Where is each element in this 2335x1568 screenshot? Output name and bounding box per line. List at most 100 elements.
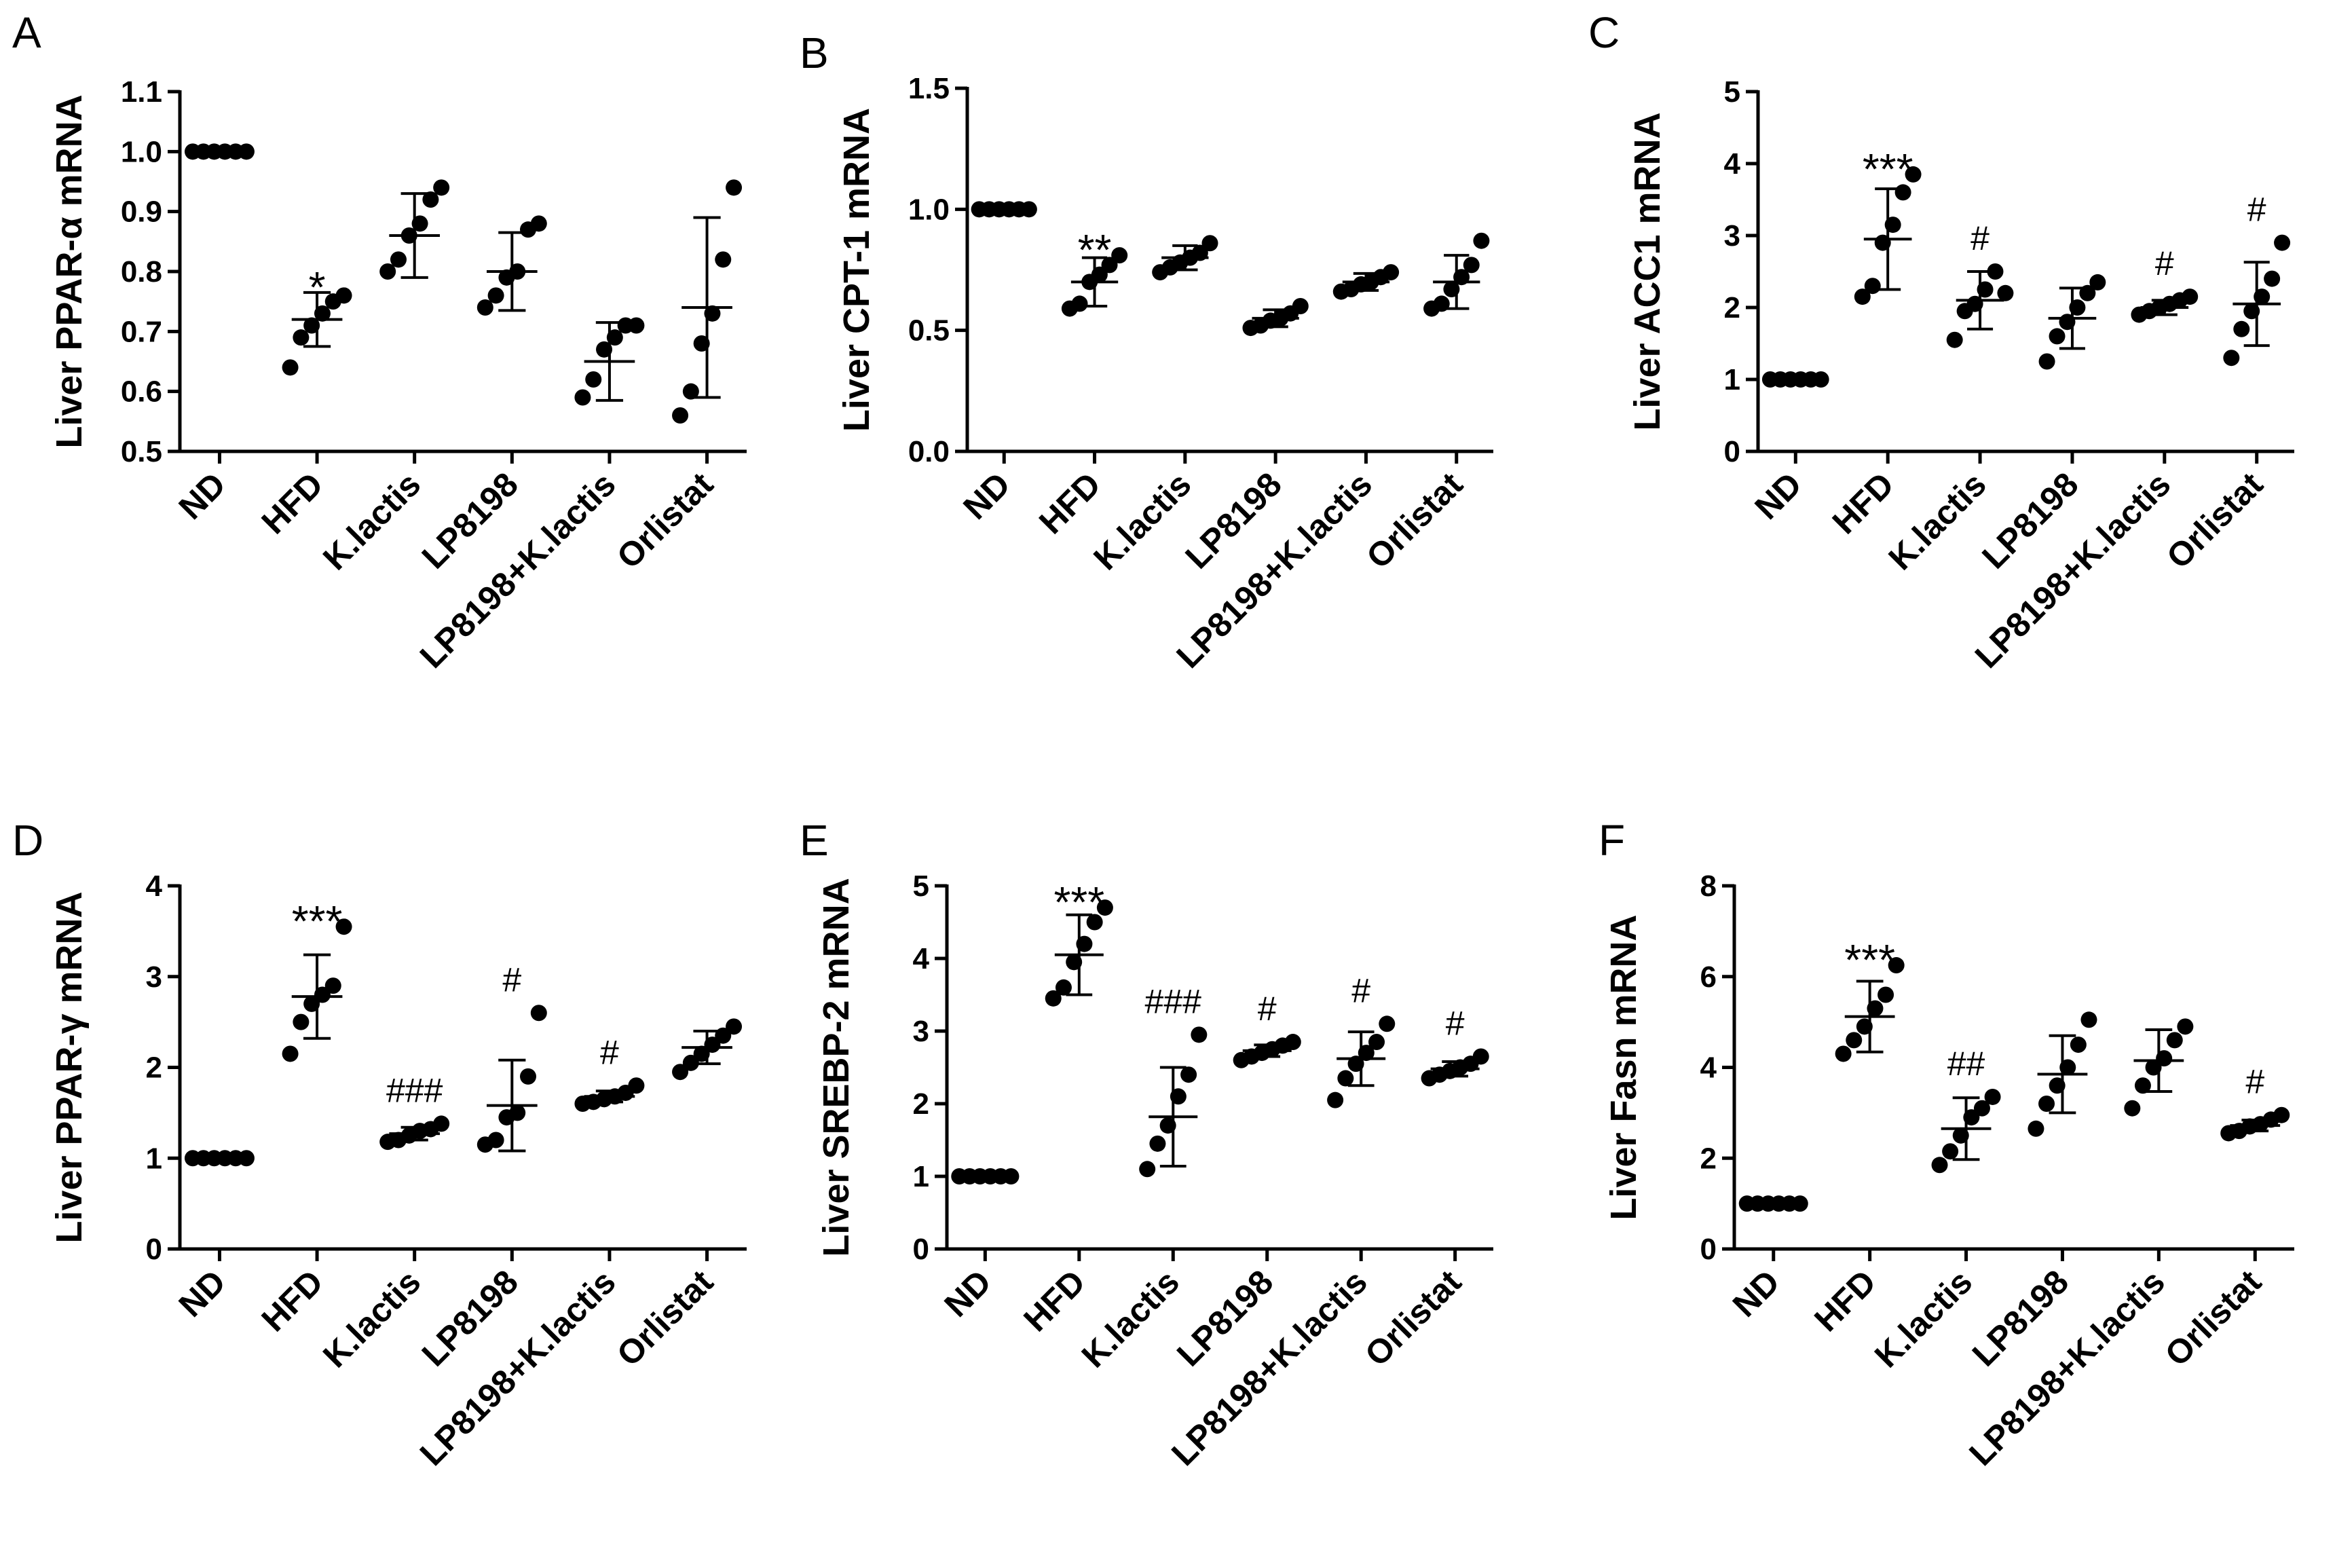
data-point <box>1071 295 1088 312</box>
x-tick-label: Orlistat <box>610 465 721 576</box>
y-tick-label: 0.9 <box>121 195 162 229</box>
x-tick-label: Orlistat <box>2159 465 2271 576</box>
data-point <box>1942 1143 1959 1160</box>
data-point <box>726 1018 743 1035</box>
x-tick-label: ND <box>956 465 1017 527</box>
panel-e: E Liver SREBP-2 mRNA 0 1 2 3 4 5 ND HFD *** K.lacti… <box>800 816 1493 1473</box>
x-tick-label: ND <box>1725 1263 1787 1324</box>
x-tick-label: ND <box>172 465 234 527</box>
data-point <box>390 251 407 268</box>
data-point <box>530 1005 547 1022</box>
y-tick-label: 2 <box>1700 1142 1717 1175</box>
data-point <box>1997 284 2014 301</box>
y-tick-label: 0.5 <box>908 314 950 348</box>
data-point <box>1201 235 1218 252</box>
x-tick-label: K.lactis <box>1075 1263 1187 1375</box>
data-point <box>293 329 310 346</box>
x-tick-label: HFD <box>1807 1263 1883 1339</box>
y-tick-label: 1 <box>913 1160 929 1193</box>
data-point <box>2070 1037 2087 1053</box>
y-tick-label: 0.8 <box>121 255 162 288</box>
data-point <box>2028 1120 2044 1137</box>
data-point <box>715 251 732 268</box>
data-point <box>238 1150 255 1167</box>
data-point <box>672 407 689 424</box>
data-point <box>238 143 255 160</box>
data-point <box>726 179 743 196</box>
data-point <box>282 359 299 376</box>
data-point <box>520 1068 537 1085</box>
y-tick-label: 0 <box>1700 1233 1717 1266</box>
data-point <box>433 1115 450 1132</box>
data-point <box>1791 1195 1808 1212</box>
x-tick-label: Orlistat <box>1358 1263 1469 1374</box>
data-point <box>433 179 450 196</box>
y-tick-label: 1 <box>1724 363 1740 396</box>
x-tick-label: HFD <box>1016 1263 1092 1339</box>
data-point <box>1020 201 1037 218</box>
data-point <box>1191 1026 1208 1043</box>
data-point <box>1878 986 1894 1003</box>
data-point <box>1987 263 2004 280</box>
y-tick-label: 1.1 <box>121 75 162 109</box>
data-point <box>1931 1157 1948 1174</box>
data-point <box>628 317 645 334</box>
significance-annotation: # <box>2245 1063 2264 1101</box>
x-tick-label: HFD <box>255 1263 331 1339</box>
panel-letter: E <box>800 816 829 865</box>
data-point <box>1139 1161 1156 1178</box>
significance-annotation: * <box>309 263 326 312</box>
data-point <box>2274 234 2291 251</box>
data-point <box>2124 1100 2141 1117</box>
data-point <box>1812 371 1829 388</box>
data-point <box>335 918 352 935</box>
y-tick-label: 6 <box>1700 960 1717 994</box>
data-point <box>1472 1048 1489 1065</box>
y-tick-label: 1 <box>146 1142 162 1175</box>
data-point <box>2264 270 2281 287</box>
significance-annotation: # <box>600 1033 619 1071</box>
x-tick-label: K.lactis <box>1086 465 1198 577</box>
significance-annotation: # <box>1258 990 1277 1028</box>
data-point <box>1368 1034 1385 1051</box>
y-tick-label: 1.0 <box>908 193 950 226</box>
data-point <box>1111 247 1128 264</box>
y-tick-label: 0.0 <box>908 435 950 468</box>
data-point <box>422 191 439 208</box>
x-tick-label: ND <box>172 1263 234 1324</box>
y-tick-label: 8 <box>1700 870 1717 903</box>
panel-letter: D <box>12 816 43 865</box>
x-tick-label: K.lactis <box>316 1263 428 1375</box>
significance-annotation: # <box>2155 244 2174 282</box>
data-point <box>1835 1045 1852 1062</box>
data-point <box>324 977 341 994</box>
data-point <box>2089 274 2106 291</box>
x-tick-label: K.lactis <box>316 465 428 577</box>
y-axis-label: Liver SREBP-2 mRNA <box>816 878 857 1256</box>
panel-letter: B <box>800 29 829 77</box>
significance-annotation: *** <box>292 897 343 946</box>
data-point <box>1864 278 1881 295</box>
data-point <box>1327 1091 1344 1108</box>
y-tick-label: 4 <box>146 870 163 903</box>
data-point <box>1292 298 1309 314</box>
y-tick-label: 4 <box>1700 1051 1717 1085</box>
data-point <box>2134 1077 2151 1094</box>
y-tick-label: 1.0 <box>121 135 162 168</box>
data-point <box>1846 1032 1863 1049</box>
y-tick-label: 2 <box>146 1051 162 1085</box>
x-tick-label: Orlistat <box>1359 465 1470 576</box>
data-point <box>1055 979 1072 996</box>
significance-annotation: *** <box>1863 145 1913 193</box>
x-tick-label: HFD <box>255 465 331 541</box>
data-point <box>379 263 396 280</box>
data-point <box>530 215 547 232</box>
y-tick-label: 3 <box>146 960 162 994</box>
y-tick-label: 0.7 <box>121 315 162 348</box>
data-point <box>477 299 493 316</box>
x-tick-label: K.lactis <box>1867 1263 1979 1375</box>
